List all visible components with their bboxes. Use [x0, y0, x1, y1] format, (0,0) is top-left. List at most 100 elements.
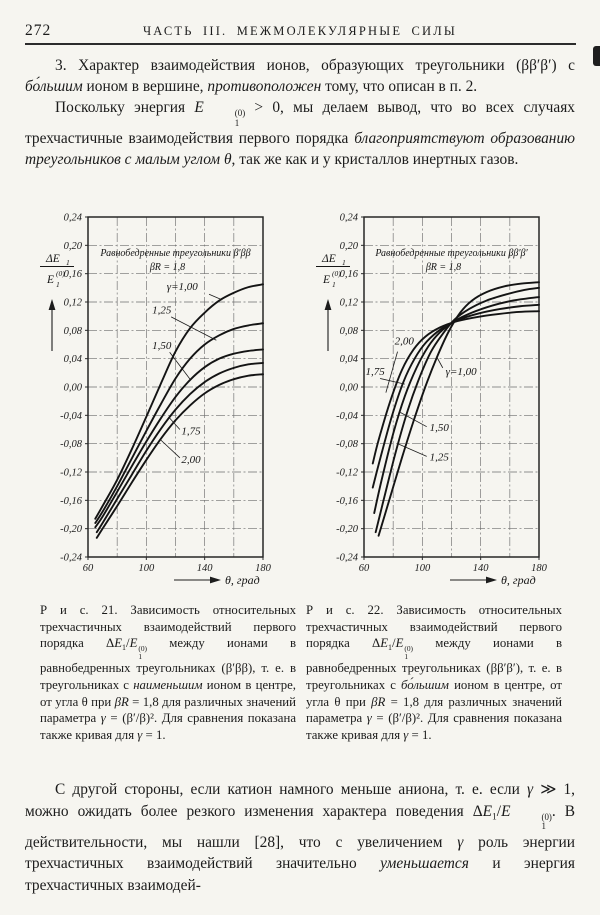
svg-text:0,16: 0,16 [64, 269, 83, 280]
svg-text:0,24: 0,24 [340, 213, 359, 224]
svg-text:0,12: 0,12 [340, 298, 359, 309]
svg-text:1,25: 1,25 [430, 452, 450, 464]
svg-text:2,00: 2,00 [395, 336, 415, 348]
curve-labels: 2,00 1,75 γ=1,00 1,50 1,25 [365, 336, 477, 464]
svg-text:60: 60 [83, 563, 94, 574]
curve-γ=1,50 [94, 348, 264, 529]
svg-text:ΔE: ΔE [45, 253, 60, 265]
curve-γ=1,75 [95, 361, 264, 534]
x-axis-title: θ, град [225, 573, 260, 587]
svg-text:0,12: 0,12 [64, 298, 83, 309]
svg-text:-0,20: -0,20 [336, 524, 359, 535]
x-axis-ticks: 60 100 140 180 [359, 557, 548, 574]
intro-paragraphs: 3. Характер взаимодействия ионов, образу… [25, 55, 575, 170]
svg-text:E: E [322, 274, 330, 286]
svg-text:180: 180 [531, 563, 548, 574]
plot-title: Равнобедренные треугольники ββ′β′ [374, 248, 528, 259]
chapter-title: ЧАСТЬ III. МЕЖМОЛЕКУЛЯРНЫЕ СИЛЫ [142, 24, 458, 38]
svg-text:0,20: 0,20 [340, 241, 359, 252]
closing-paragraph: С другой стороны, если катион намного ме… [25, 779, 575, 897]
svg-text:60: 60 [359, 563, 370, 574]
svg-text:0,00: 0,00 [340, 383, 359, 394]
y-axis-arrow [324, 299, 332, 351]
svg-text:0,20: 0,20 [64, 241, 83, 252]
plot-frame [363, 216, 540, 558]
plot-frame [87, 216, 264, 558]
paragraph-2: Поскольку энергия E (0) 1 > 0, мы делаем в… [25, 99, 576, 169]
svg-text:-0,08: -0,08 [60, 439, 83, 450]
svg-text:-0,24: -0,24 [60, 553, 83, 564]
svg-text:140: 140 [473, 563, 490, 574]
svg-text:1,25: 1,25 [152, 304, 172, 316]
svg-text:-0,24: -0,24 [336, 553, 359, 564]
paragraph-1: 3. Характер взаимодействия ионов, образу… [25, 57, 575, 95]
curve-labels: γ=1,00 1,25 1,50 1,75 2,00 [152, 281, 223, 466]
svg-text:0,04: 0,04 [340, 354, 359, 365]
svg-text:1,75: 1,75 [365, 366, 385, 378]
svg-text:ΔE: ΔE [321, 253, 336, 265]
plot-subtitle: βR = 1,8 [149, 262, 185, 273]
header-rule [25, 43, 576, 46]
svg-text:-0,12: -0,12 [60, 468, 83, 479]
svg-text:1: 1 [332, 280, 336, 289]
svg-text:-0,20: -0,20 [60, 524, 83, 535]
figure-21-caption: Р и с. 21. Зависимость относительных тре… [40, 603, 297, 742]
svg-text:-0,12: -0,12 [336, 468, 359, 479]
svg-text:2,00: 2,00 [181, 454, 201, 466]
svg-text:-0,04: -0,04 [336, 411, 359, 422]
svg-text:(0): (0) [56, 269, 65, 278]
svg-text:180: 180 [255, 563, 272, 574]
x-axis-ticks: 60 100 140 180 [83, 557, 272, 574]
page-header: 272 ЧАСТЬ III. МЕЖМОЛЕКУЛЯРНЫЕ СИЛЫ [25, 22, 575, 42]
svg-text:0,24: 0,24 [64, 213, 83, 224]
figure-21-chart: 0,24 0,20 0,16 0,12 0,08 0,04 0,00 -0,04 -0,08 -0… [40, 213, 272, 587]
svg-text:γ=1,00: γ=1,00 [167, 281, 199, 293]
svg-text:0,04: 0,04 [64, 354, 83, 365]
curves [94, 283, 264, 539]
svg-text:E: E [46, 274, 54, 286]
y-axis-ticks: 0,24 0,20 0,16 0,12 0,08 0,04 0,00 -0,04 -0,08 -0… [60, 213, 88, 564]
svg-text:1: 1 [56, 280, 60, 289]
curve-γ=1,00 [377, 281, 540, 537]
y-axis-arrow [48, 299, 56, 351]
svg-text:1,75: 1,75 [181, 425, 201, 437]
svg-text:0,08: 0,08 [340, 326, 359, 337]
svg-text:-0,04: -0,04 [60, 411, 83, 422]
curve-γ=2,00 [371, 310, 540, 465]
svg-text:100: 100 [138, 563, 155, 574]
svg-text:100: 100 [414, 563, 431, 574]
plot-title: Равнобедренные треугольники β′ββ [99, 248, 250, 259]
curve-γ=1,75 [371, 303, 540, 489]
captions-row: Р и с. 21. Зависимость относительных тре… [40, 602, 562, 743]
svg-text:-0,16: -0,16 [60, 496, 83, 507]
svg-text:1: 1 [66, 258, 70, 267]
svg-text:-0,08: -0,08 [336, 439, 359, 450]
svg-text:(0): (0) [332, 269, 341, 278]
page-number: 272 [25, 22, 52, 39]
curve-γ=1,50 [373, 296, 540, 515]
svg-text:140: 140 [197, 563, 214, 574]
grid-lines [364, 217, 539, 557]
svg-text:0,08: 0,08 [64, 326, 83, 337]
svg-text:1,50: 1,50 [430, 422, 450, 434]
figures-row: 0,24 0,20 0,16 0,12 0,08 0,04 0,00 -0,04 -0,08 -0… [28, 203, 574, 593]
curve-γ=1,25 [374, 286, 540, 534]
scan-artifact [593, 46, 600, 66]
figure-22-chart: 0,24 0,20 0,16 0,12 0,08 0,04 0,00 -0,04 -0,08 -0… [316, 213, 548, 587]
x-axis-arrow [174, 576, 221, 584]
curve-γ=2,00 [95, 373, 264, 539]
curves [371, 281, 540, 537]
svg-text:γ=1,00: γ=1,00 [446, 366, 478, 378]
curve-γ=1,25 [94, 322, 264, 524]
x-axis-arrow [450, 576, 497, 584]
svg-text:-0,16: -0,16 [336, 496, 359, 507]
y-axis-ticks: 0,24 0,20 0,16 0,12 0,08 0,04 0,00 -0,04 -0,08 -0… [336, 213, 364, 564]
paragraph-3: С другой стороны, если катион намного ме… [25, 781, 575, 894]
x-axis-title: θ, град [501, 573, 536, 587]
plot-subtitle: βR = 1,8 [425, 262, 461, 273]
svg-text:0,00: 0,00 [64, 383, 83, 394]
svg-text:0,16: 0,16 [340, 269, 359, 280]
curve-γ=1,00 [94, 283, 264, 520]
y-axis-label: ΔE 1E 1(0) [316, 253, 350, 289]
